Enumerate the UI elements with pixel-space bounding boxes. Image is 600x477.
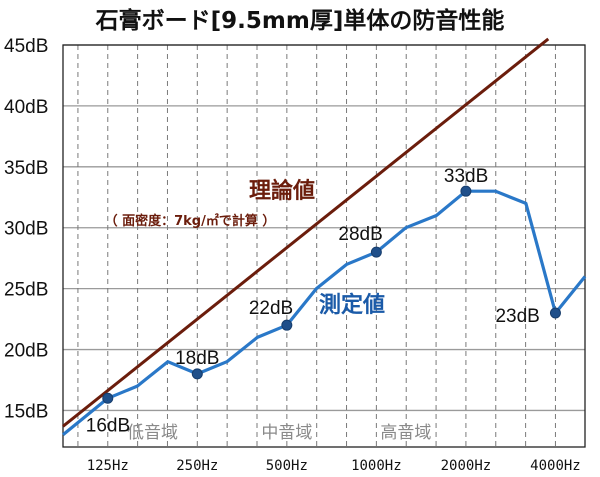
x-tick-label: 125Hz bbox=[87, 458, 129, 474]
measured-series-label: 測定値 bbox=[319, 292, 385, 318]
y-tick-label: 20dB bbox=[4, 341, 48, 362]
measured-data-point bbox=[549, 307, 561, 319]
plot-frame bbox=[62, 44, 586, 448]
y-tick-label: 40dB bbox=[4, 97, 48, 118]
x-tick-label: 2000Hz bbox=[441, 458, 492, 474]
y-tick-label: 45dB bbox=[4, 36, 48, 57]
y-tick-label: 25dB bbox=[4, 280, 48, 301]
data-label: 22dB bbox=[249, 298, 293, 319]
data-label: 18dB bbox=[175, 348, 219, 369]
measured-data-point bbox=[102, 392, 114, 404]
axes: 15dB 20dB 25dB 30dB 35dB 40dB 45dB 125Hz 250Hz 50… bbox=[4, 36, 586, 474]
y-tick-label: 15dB bbox=[4, 401, 48, 422]
chart-title: 石膏ボード[9.5mm厚]単体の防音性能 bbox=[95, 7, 505, 34]
data-label: 23dB bbox=[495, 306, 539, 327]
frequency-bands: 低音域 中音域 高音域 bbox=[127, 423, 431, 443]
x-tick-label: 250Hz bbox=[176, 458, 218, 474]
theory-note: （ 面密度：7kg/㎡で計算 ） bbox=[105, 213, 276, 229]
theory-series-label: 理論値 bbox=[249, 178, 315, 204]
measured-data-point bbox=[370, 246, 382, 258]
theory-line bbox=[62, 37, 550, 428]
y-tick-label: 35dB bbox=[4, 158, 48, 179]
x-tick-label: 4000Hz bbox=[530, 458, 581, 474]
measured-data-point bbox=[281, 319, 293, 331]
measured-data-point bbox=[191, 368, 203, 380]
x-tick-label: 500Hz bbox=[266, 458, 308, 474]
frequency-band-label: 高音域 bbox=[380, 423, 431, 443]
series bbox=[61, 37, 587, 437]
data-label: 33dB bbox=[444, 166, 488, 187]
measured-data-point bbox=[460, 185, 472, 197]
data-label: 16dB bbox=[86, 415, 130, 436]
y-tick-label: 30dB bbox=[4, 219, 48, 240]
data-labels: 理論値 （ 面密度：7kg/㎡で計算 ） 測定値 16dB 18dB 22dB 28dB 33… bbox=[86, 166, 540, 436]
x-tick-label: 1000Hz bbox=[351, 458, 402, 474]
data-label: 28dB bbox=[338, 224, 382, 245]
frequency-band-label: 低音域 bbox=[127, 423, 178, 443]
measured-line bbox=[61, 189, 587, 437]
frequency-band-label: 中音域 bbox=[261, 423, 312, 443]
